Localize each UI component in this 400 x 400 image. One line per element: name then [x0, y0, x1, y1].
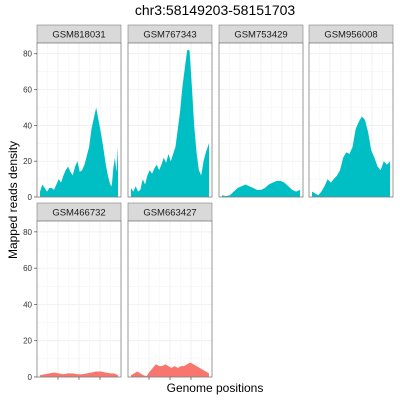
facet-strip-label: GSM663427	[143, 208, 196, 219]
panel-border	[36, 42, 122, 198]
x-axis-title: Genome positions	[167, 381, 264, 395]
facet-panels: GSM818031 0 20 40 60 80 GSM767343 GSM753429 GSM9…	[23, 24, 394, 382]
y-tick-label: 0	[28, 373, 33, 382]
area-series	[40, 107, 118, 197]
area-series	[131, 50, 209, 197]
y-tick-label: 80	[23, 228, 32, 237]
facet-strip-label: GSM466732	[52, 208, 105, 219]
facet-panel: GSM767343	[127, 24, 213, 198]
y-tick-label: 40	[23, 121, 32, 130]
y-tick-label: 20	[23, 337, 32, 346]
y-axis-title: Mapped reads density	[6, 141, 20, 259]
facet-panel: GSM956008	[308, 24, 394, 198]
chart-title: chr3:58149203-58151703	[135, 2, 296, 18]
facet-panel: GSM663427	[127, 202, 213, 380]
facet-panel: GSM818031 0 20 40 60 80	[23, 24, 122, 202]
panel-border	[308, 42, 394, 198]
area-series	[131, 362, 209, 377]
panel-border	[218, 42, 304, 198]
panel-border	[127, 42, 213, 198]
facet-strip-label: GSM818031	[52, 30, 105, 41]
y-tick-label: 40	[23, 300, 32, 309]
facet-strip-label: GSM767343	[143, 30, 196, 41]
facet-panel: GSM753429	[218, 24, 304, 198]
y-tick-label: 0	[28, 193, 33, 202]
facet-panel: GSM466732 0 20 40 60 80	[23, 202, 122, 382]
facet-strip-label: GSM956008	[324, 30, 377, 41]
y-tick-label: 20	[23, 157, 32, 166]
y-tick-label: 80	[23, 50, 32, 59]
area-series	[40, 371, 118, 377]
y-tick-label: 60	[23, 264, 32, 273]
area-series	[222, 180, 300, 197]
y-tick-label: 60	[23, 86, 32, 95]
facet-strip-label: GSM753429	[234, 30, 287, 41]
area-series	[312, 116, 390, 197]
